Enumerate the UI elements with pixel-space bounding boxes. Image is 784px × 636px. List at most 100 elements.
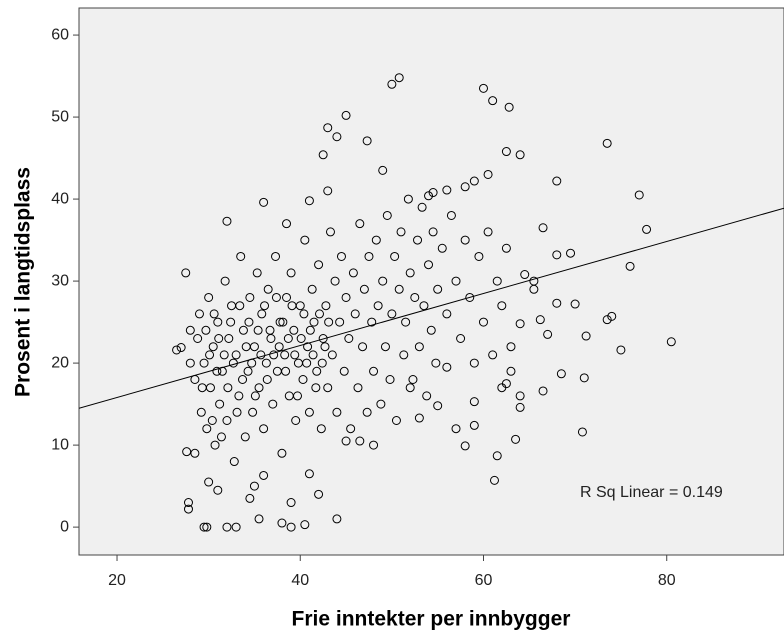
data-point [303,342,313,352]
data-point [405,383,415,393]
data-point [501,379,511,389]
data-point [616,345,626,355]
data-point [442,185,452,195]
data-point [359,284,369,294]
data-point [483,227,493,237]
data-point [280,350,290,360]
fit-line [79,207,784,409]
data-point [341,292,351,302]
data-point [369,440,379,450]
data-point [259,424,269,434]
data-point [176,343,186,353]
data-point [204,477,214,487]
y-tick-label: 50 [51,108,69,125]
data-point [298,375,308,385]
data-point [405,268,415,278]
data-point [271,251,281,261]
data-point [410,292,420,302]
data-point [305,325,315,335]
data-point [182,447,192,457]
data-point [422,391,432,401]
data-point [353,383,363,393]
data-point [287,301,297,311]
data-point [414,342,424,352]
points-layer [79,73,784,532]
data-point [282,219,292,229]
data-point [316,424,326,434]
data-point [204,292,214,302]
data-point [302,358,312,368]
data-point [538,223,548,233]
data-point [286,268,296,278]
data-point [324,317,334,327]
data-point [552,176,562,186]
data-point [268,399,278,409]
data-point [252,268,262,278]
data-point [391,416,401,426]
data-point [543,329,553,339]
data-point [437,243,447,253]
data-point [229,457,239,467]
data-point [308,350,318,360]
data-point [220,276,230,286]
data-point [296,333,306,343]
data-point [254,383,264,393]
data-point [515,391,525,401]
data-point [222,216,232,226]
data-point [282,292,292,302]
data-point [469,176,479,186]
data-point [304,407,314,417]
data-point [323,123,333,133]
data-point [318,150,328,160]
data-point [341,436,351,446]
data-point [581,331,591,341]
data-point [240,432,250,442]
data-point [355,219,365,229]
data-point [317,358,327,368]
data-point [474,251,484,261]
data-point [300,235,310,245]
data-point [570,299,580,309]
data-point [202,522,212,532]
data-point [607,311,617,321]
data-point [286,522,296,532]
data-point [642,224,652,234]
data-point [330,276,340,286]
data-point [199,522,209,532]
data-point [413,235,423,245]
data-point [291,416,301,426]
data-point [275,317,285,327]
data-point [390,251,400,261]
data-point [263,284,273,294]
data-point [271,292,281,302]
data-point [248,407,258,417]
data-point [401,317,411,327]
data-point [489,475,499,485]
data-point [428,227,438,237]
data-point [341,110,351,120]
x-tick-label: 80 [658,572,676,589]
data-point [332,407,342,417]
data-point [283,333,293,343]
data-point [602,138,612,148]
data-point [234,391,244,401]
data-point [185,325,195,335]
data-point [208,342,218,352]
data-point [269,350,279,360]
data-point [419,301,429,311]
data-point [253,325,263,335]
data-point [205,350,215,360]
data-point [244,317,254,327]
data-point [181,268,191,278]
data-point [460,182,470,192]
data-point [364,251,374,261]
data-point [314,260,324,270]
data-point [245,493,255,503]
data-point [478,83,488,93]
data-point [265,325,275,335]
r-squared-annotation: R Sq Linear = 0.149 [580,484,723,501]
data-point [460,441,470,451]
data-point [492,451,502,461]
data-point [378,276,388,286]
